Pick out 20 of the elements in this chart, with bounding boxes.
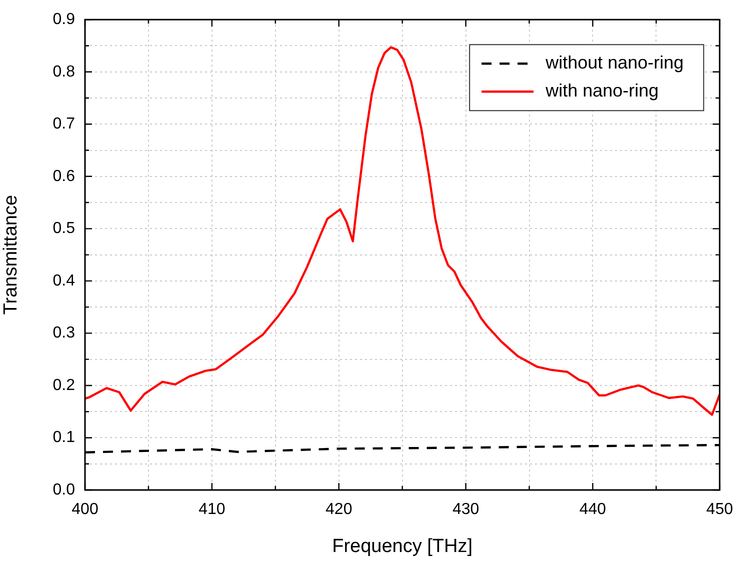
y-tick-label: 0.9	[52, 11, 76, 28]
y-tick-label: 0.6	[52, 168, 76, 185]
y-tick-label: 0.0	[52, 481, 76, 498]
y-tick-label: 0.1	[52, 429, 76, 446]
y-tick-label: 0.3	[52, 324, 76, 342]
y-tick-label: 0.7	[52, 116, 76, 133]
y-tick-label: 0.2	[52, 376, 76, 394]
x-tick-label: 450	[706, 501, 734, 518]
x-tick-label: 430	[452, 501, 480, 518]
y-tick-label: 0.5	[52, 220, 76, 238]
y-tick-label: 0.8	[52, 63, 76, 80]
x-tick-label: 420	[326, 501, 352, 518]
legend-label: with nano-ring	[544, 80, 659, 101]
x-tick-label: 440	[579, 501, 606, 518]
y-axis-title: Transmittance	[0, 194, 22, 315]
y-tick-label: 0.4	[52, 272, 76, 290]
x-tick-label: 400	[72, 501, 98, 518]
x-tick-label: 410	[198, 501, 226, 518]
x-axis-title: Frequency [THz]	[332, 536, 473, 557]
legend-label: without nano-ring	[544, 52, 684, 73]
